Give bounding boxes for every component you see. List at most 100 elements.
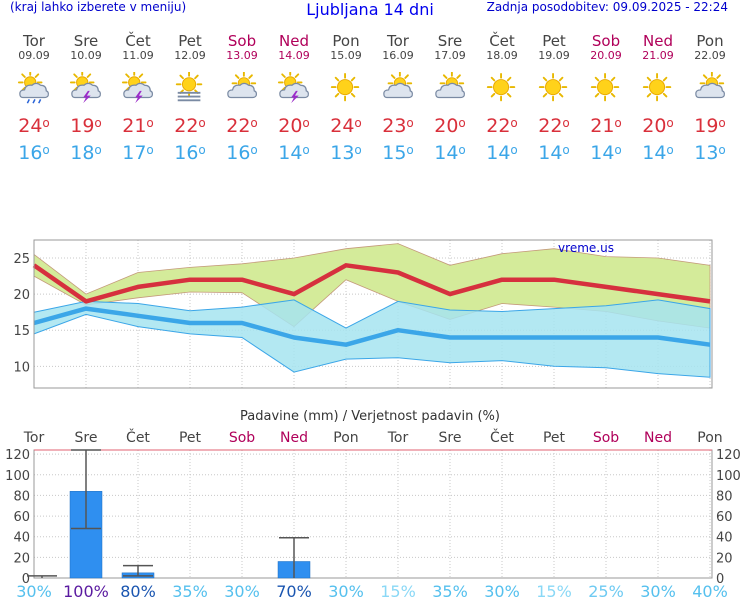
watermark: vreme.us	[558, 241, 614, 255]
sun-icon	[330, 72, 360, 102]
y-tick-label: 10	[13, 360, 30, 375]
x-tick-label: Čet	[490, 428, 514, 446]
max-temp: 20o	[434, 115, 466, 137]
plot-frame	[33, 239, 713, 389]
day-date: 15.09	[330, 49, 362, 62]
min-temp: 17o	[122, 142, 154, 164]
sun-cloud-icon	[383, 72, 414, 99]
day-date: 12.09	[174, 49, 206, 62]
precip-probability: 30%	[16, 582, 52, 600]
x-tick-label: Tor	[387, 430, 409, 446]
day-date: 21.09	[642, 49, 674, 62]
y-tick-label: 100	[5, 469, 30, 484]
day-date: 17.09	[434, 49, 466, 62]
day-column: Sre 17.09 20o 14o	[424, 32, 476, 165]
max-temp: 21o	[122, 115, 154, 137]
precip-probability: 30%	[484, 582, 520, 600]
day-name: Sre	[437, 32, 463, 50]
day-column: Čet 18.09 22o 14o	[476, 33, 528, 165]
sun-icon	[642, 72, 672, 102]
x-tick-label: Ned	[644, 430, 672, 446]
precip-probability: 25%	[588, 582, 624, 600]
day-column: Ned 21.09 20o 14o	[632, 32, 684, 165]
sun-cloud-thunder-icon	[69, 72, 102, 104]
day-column: Čet 11.09 21o 17o	[112, 33, 164, 164]
max-temp: 19o	[694, 115, 726, 137]
sun-cloud-rain-icon	[17, 72, 50, 104]
min-temp-line	[33, 306, 711, 347]
max-temp: 22o	[486, 115, 518, 137]
y-tick-label-right: 0	[716, 572, 724, 587]
x-tick-label: Ned	[280, 430, 308, 446]
plot-frame	[33, 449, 713, 579]
day-column: Pon 15.09 24o 13o	[320, 32, 372, 165]
min-temp: 14o	[434, 142, 466, 164]
max-temp: 24o	[330, 115, 362, 137]
sun-icon	[538, 72, 568, 102]
precip-probability: 30%	[328, 582, 364, 600]
min-temp: 16o	[226, 142, 258, 164]
day-column: Sre 10.09 19o 18o	[60, 33, 112, 164]
day-column: Sob 13.09 22o 16o	[216, 32, 268, 165]
precip-probability: 30%	[640, 582, 676, 600]
x-tick-label: Pon	[697, 430, 722, 446]
max-temp: 22o	[538, 115, 570, 137]
max-temp: 23o	[382, 115, 414, 137]
day-date: 11.09	[122, 49, 154, 62]
day-column: Tor 09.09 24o 16o	[8, 33, 60, 164]
day-column: Pon 22.09 19o 13o	[684, 32, 736, 165]
min-temp: 13o	[694, 142, 726, 164]
y-tick-label: 60	[13, 510, 30, 525]
day-date: 18.09	[486, 49, 518, 62]
max-temp: 24o	[18, 115, 50, 137]
x-tick-label: Sob	[593, 430, 619, 446]
day-column: Pet 12.09 22o 16o	[164, 32, 216, 165]
min-temp: 14o	[538, 142, 570, 164]
day-name: Čet	[125, 32, 151, 50]
day-column: Pet 19.09 22o 14o	[528, 33, 580, 165]
precip-probability: 35%	[172, 582, 208, 600]
x-tick-label: Sob	[229, 430, 255, 446]
precip-probability: 40%	[692, 582, 728, 600]
y-tick-label-right: 100	[716, 469, 740, 484]
precip-probability: 15%	[380, 582, 416, 600]
day-column: Ned 14.09 20o 14o	[268, 33, 320, 164]
max-temp: 20o	[642, 115, 674, 137]
y-tick-label: 15	[13, 324, 30, 339]
x-tick-label: Čet	[126, 428, 150, 446]
y-tick-label-right: 40	[716, 531, 733, 546]
day-name: Sob	[227, 32, 257, 50]
day-date: 20.09	[590, 49, 622, 62]
day-date: 22.09	[694, 49, 726, 62]
day-name: Ned	[643, 32, 673, 50]
precip-probability: 15%	[536, 582, 572, 600]
max-temp: 22o	[174, 115, 206, 137]
max-temp: 22o	[226, 115, 258, 137]
day-name: Pet	[178, 32, 202, 50]
min-temp: 14o	[642, 142, 674, 164]
day-name: Sob	[591, 32, 621, 50]
max-temp: 20o	[278, 115, 310, 137]
x-tick-label: Pet	[543, 430, 566, 446]
y-tick-label: 120	[5, 448, 30, 463]
sun-cloud-thunder-icon	[121, 72, 154, 104]
x-tick-label: Sre	[439, 430, 462, 446]
day-date: 16.09	[382, 49, 414, 62]
x-tick-label: Tor	[23, 430, 45, 446]
y-tick-label: 40	[13, 531, 30, 546]
max-temp: 19o	[70, 115, 102, 137]
day-name: Pon	[696, 32, 724, 50]
y-tick-label-right: 80	[716, 489, 733, 504]
day-date: 09.09	[18, 49, 50, 62]
day-name: Pon	[332, 32, 360, 50]
day-date: 19.09	[538, 49, 570, 62]
day-date: 10.09	[70, 49, 102, 62]
precip-probability: 70%	[276, 582, 312, 600]
precipitation-chart: Padavine (mm) / Verjetnost padavin (%) To…	[5, 409, 740, 600]
menu-hint: (kraj lahko izberete v meniju)	[10, 0, 187, 14]
day-column: Sob 20.09 21o 14o	[580, 32, 632, 165]
chart-title: Padavine (mm) / Verjetnost padavin (%)	[240, 409, 500, 424]
min-temp: 16o	[174, 142, 206, 164]
precip-probability: 80%	[120, 582, 156, 600]
